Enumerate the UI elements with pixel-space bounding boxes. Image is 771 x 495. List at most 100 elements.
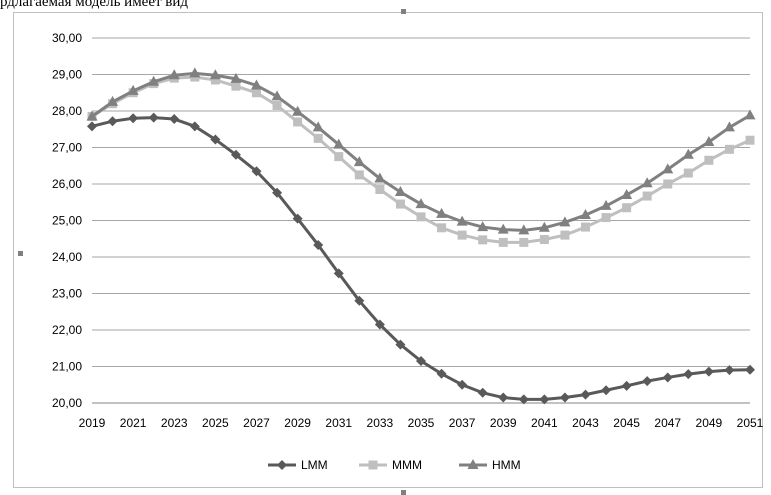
data-point bbox=[580, 389, 591, 400]
y-tick-label: 29,00 bbox=[52, 68, 82, 82]
x-tick-label: 2051 bbox=[737, 416, 764, 430]
data-point bbox=[375, 184, 385, 194]
x-tick-label: 2045 bbox=[613, 416, 640, 430]
data-point bbox=[663, 179, 673, 189]
data-point bbox=[723, 121, 735, 132]
data-point bbox=[272, 101, 282, 111]
x-tick-label: 2025 bbox=[202, 416, 229, 430]
data-point bbox=[724, 144, 734, 154]
y-axis-ticks: 20,00 21,00 22,00 23,00 24,00 25,00 26,00 27,00… bbox=[52, 31, 82, 410]
data-point bbox=[621, 188, 633, 199]
y-tick-label: 30,00 bbox=[52, 31, 82, 45]
data-point bbox=[436, 207, 448, 218]
data-point bbox=[292, 213, 303, 224]
data-point bbox=[745, 364, 755, 375]
data-point bbox=[148, 75, 160, 86]
data-point bbox=[209, 69, 221, 80]
data-point bbox=[333, 268, 344, 279]
legend-label: MMM bbox=[392, 458, 422, 472]
data-point bbox=[107, 116, 118, 127]
data-point bbox=[703, 366, 714, 377]
data-point bbox=[148, 112, 159, 123]
y-tick-label: 22,00 bbox=[52, 323, 82, 337]
data-point bbox=[395, 339, 406, 350]
series-hmm bbox=[86, 67, 756, 235]
data-point bbox=[744, 109, 756, 120]
data-point bbox=[539, 234, 549, 244]
data-point bbox=[107, 95, 119, 106]
data-point bbox=[457, 230, 467, 240]
y-tick-label: 24,00 bbox=[52, 250, 82, 264]
data-point bbox=[168, 69, 180, 80]
x-tick-label: 2035 bbox=[408, 416, 435, 430]
data-point bbox=[519, 237, 529, 247]
x-tick-label: 2023 bbox=[161, 416, 188, 430]
data-point bbox=[86, 110, 98, 121]
data-point bbox=[498, 392, 509, 403]
legend-label: LMM bbox=[301, 458, 328, 472]
data-point bbox=[313, 133, 323, 143]
data-point bbox=[127, 84, 139, 95]
data-point bbox=[354, 295, 365, 306]
data-point bbox=[210, 75, 220, 85]
data-point bbox=[601, 385, 612, 396]
data-point bbox=[477, 221, 489, 232]
x-tick-label: 2021 bbox=[120, 416, 147, 430]
data-point bbox=[457, 379, 468, 390]
data-point bbox=[231, 81, 241, 91]
data-point bbox=[518, 394, 529, 405]
x-tick-label: 2037 bbox=[449, 416, 476, 430]
header-text: рдлагаемая модель имеет вид bbox=[0, 0, 189, 10]
data-point bbox=[724, 365, 735, 376]
resize-handle-bottom[interactable] bbox=[401, 490, 406, 495]
data-point bbox=[271, 90, 283, 101]
legend: LMM MMM HMM bbox=[268, 458, 521, 472]
y-tick-label: 28,00 bbox=[52, 104, 82, 118]
data-point bbox=[436, 368, 447, 379]
data-point bbox=[559, 216, 571, 227]
legend-item-hmm: HMM bbox=[459, 458, 521, 472]
data-point bbox=[580, 209, 591, 220]
data-point bbox=[354, 170, 364, 180]
data-point bbox=[416, 212, 426, 222]
data-point bbox=[272, 187, 283, 198]
data-point bbox=[312, 121, 324, 132]
x-tick-label: 2041 bbox=[531, 416, 558, 430]
data-point bbox=[292, 105, 304, 116]
resize-handle-top[interactable] bbox=[401, 9, 406, 14]
data-point bbox=[581, 222, 590, 232]
data-point bbox=[128, 113, 139, 124]
data-point bbox=[230, 149, 241, 160]
data-point bbox=[416, 356, 426, 367]
x-axis-ticks: 2019 2021 2023 2025 2027 2029 2031 2033 2035 2037… bbox=[79, 416, 764, 430]
x-tick-label: 2027 bbox=[243, 416, 270, 430]
x-tick-label: 2031 bbox=[325, 416, 352, 430]
data-point bbox=[374, 172, 386, 183]
data-point bbox=[169, 114, 180, 125]
data-point bbox=[353, 156, 365, 167]
series-lines bbox=[86, 67, 756, 405]
data-point bbox=[745, 135, 755, 145]
data-point bbox=[703, 136, 715, 147]
x-tick-label: 2047 bbox=[654, 416, 681, 430]
y-tick-label: 25,00 bbox=[52, 214, 82, 228]
data-point bbox=[334, 152, 344, 162]
x-tick-label: 2029 bbox=[284, 416, 311, 430]
data-point bbox=[518, 224, 530, 235]
data-point bbox=[87, 121, 97, 132]
data-point bbox=[394, 186, 406, 197]
data-point bbox=[456, 215, 468, 226]
data-point bbox=[252, 88, 261, 98]
legend-marker bbox=[467, 459, 479, 469]
legend-item-mmm: MMM bbox=[359, 458, 422, 472]
data-point bbox=[601, 213, 611, 223]
legend-marker bbox=[277, 460, 287, 470]
data-point bbox=[662, 372, 673, 383]
data-point bbox=[560, 230, 570, 240]
resize-handle-left[interactable] bbox=[18, 251, 23, 256]
data-point bbox=[415, 198, 427, 209]
x-tick-label: 2033 bbox=[367, 416, 394, 430]
y-tick-label: 27,00 bbox=[52, 141, 82, 155]
y-tick-label: 26,00 bbox=[52, 177, 82, 191]
